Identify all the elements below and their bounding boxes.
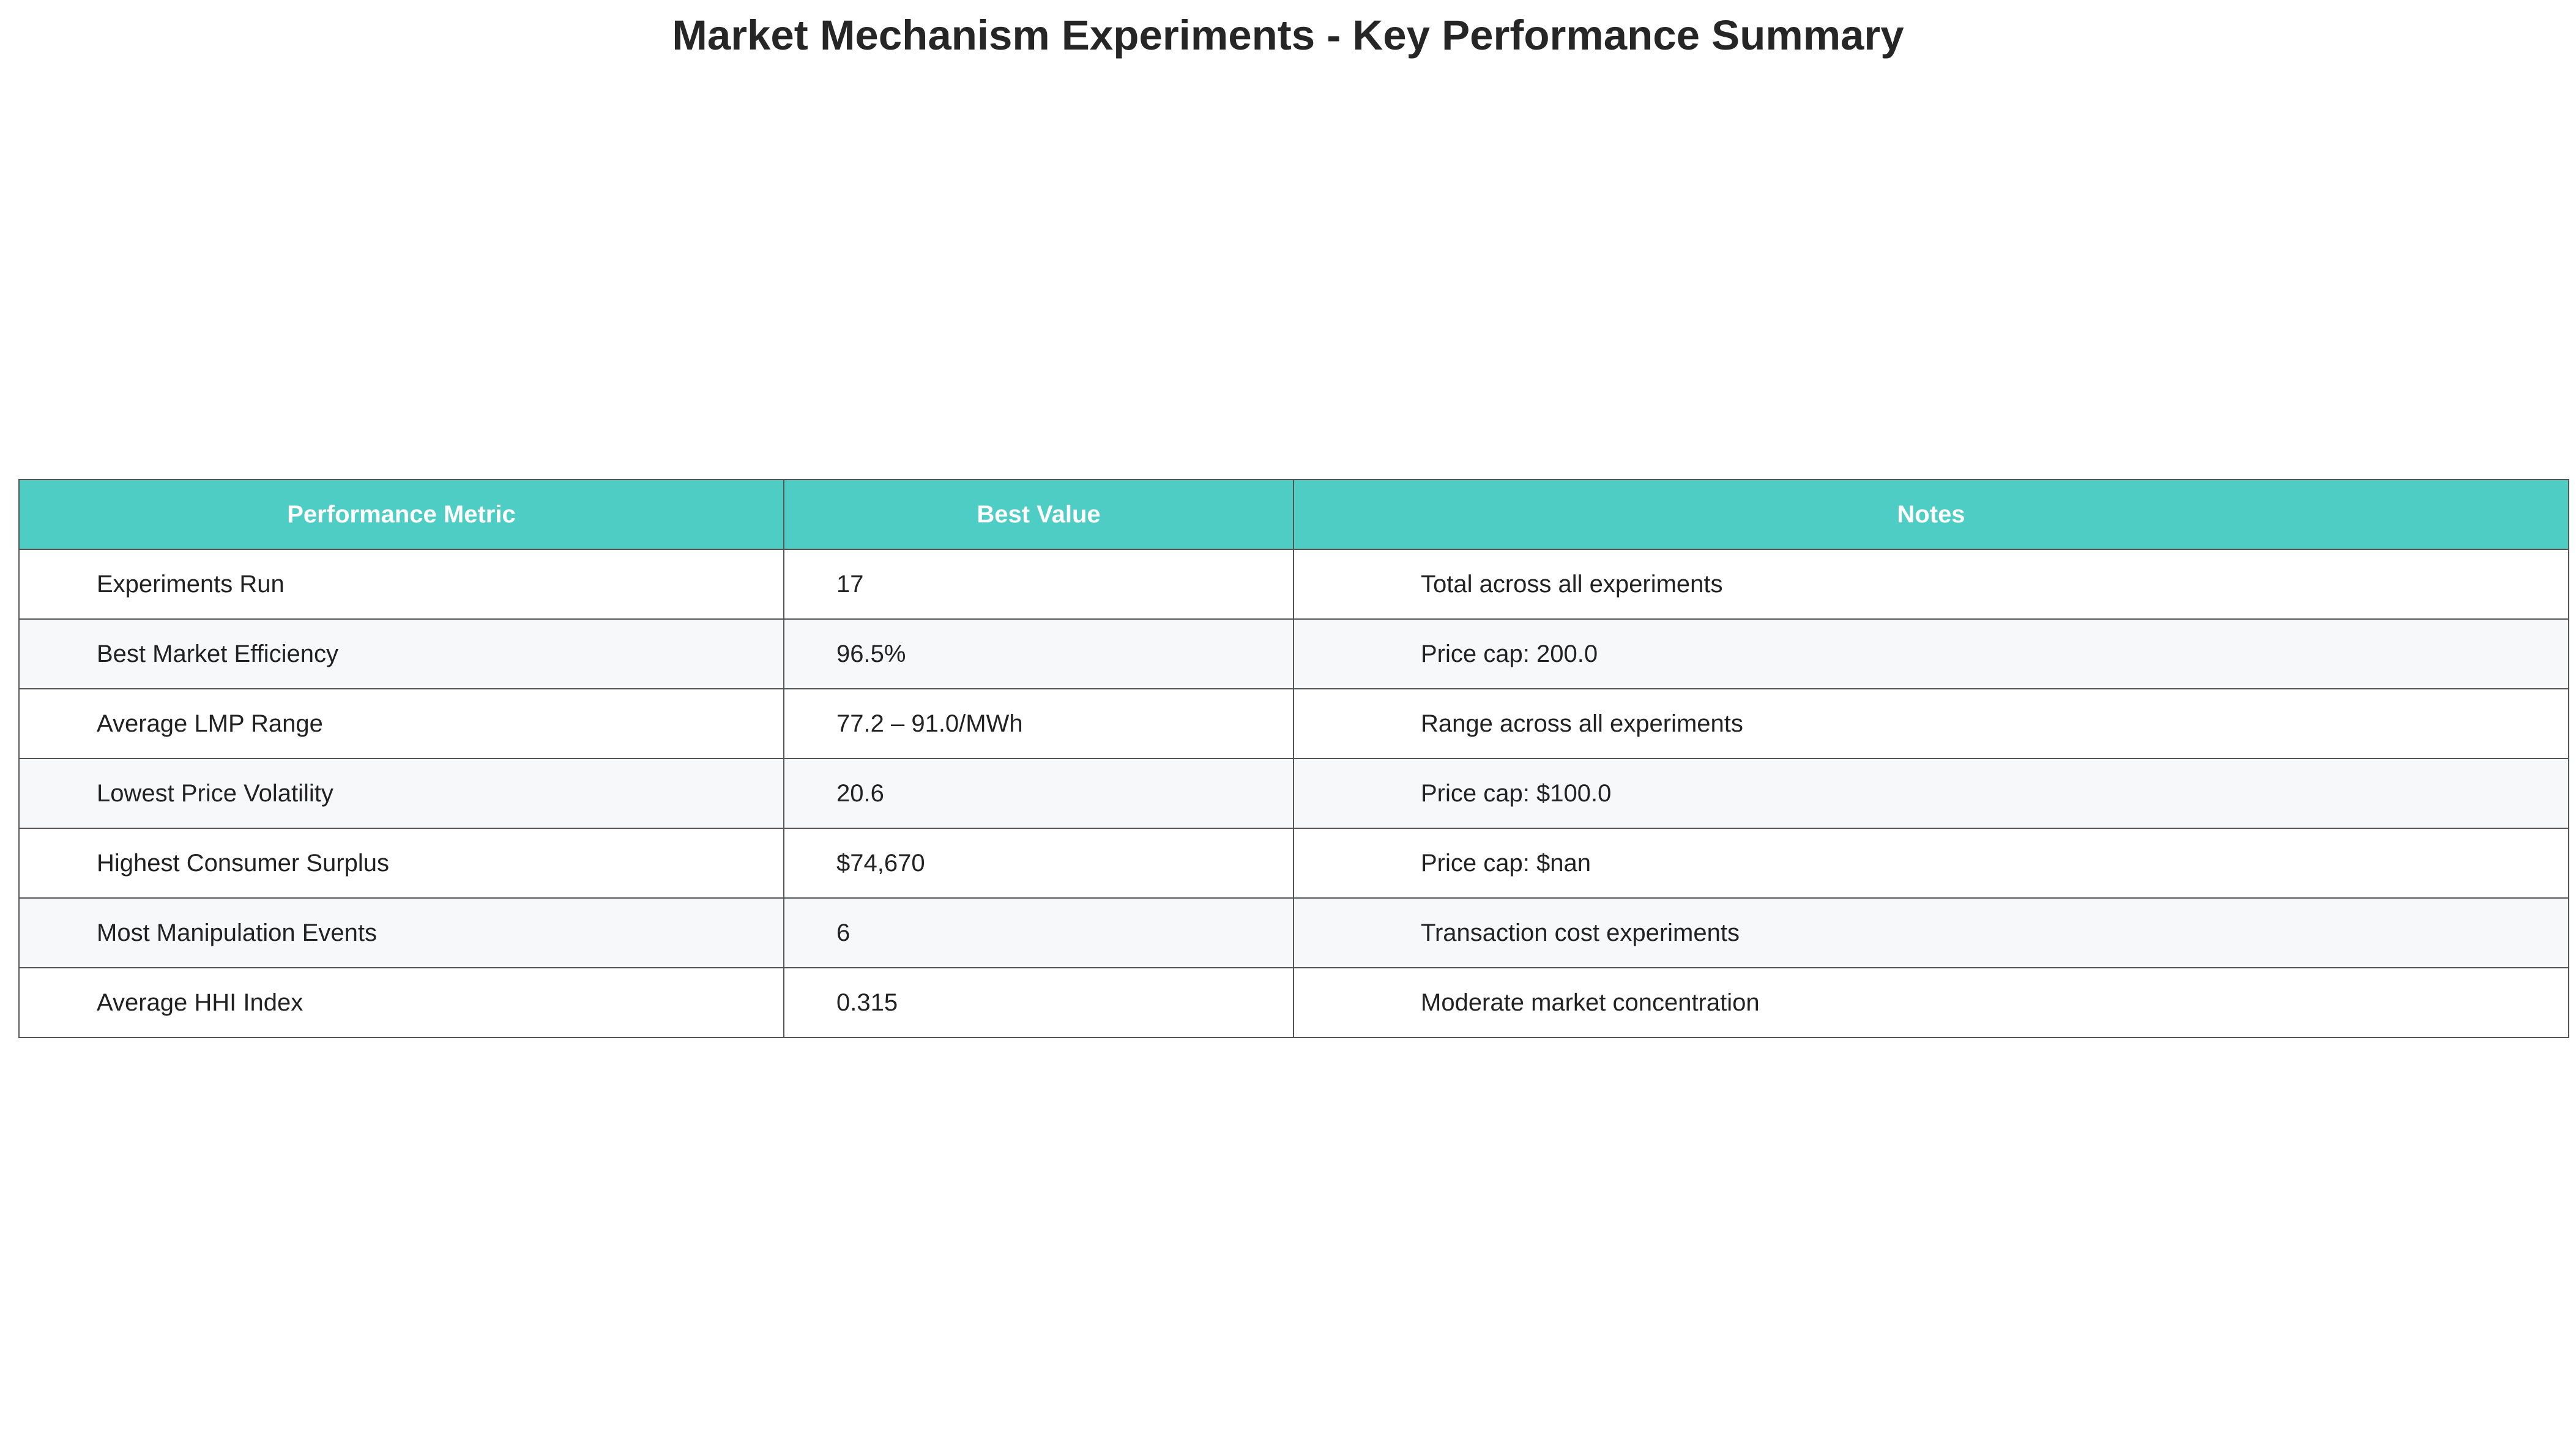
notes-cell: Moderate market concentration — [1293, 967, 2569, 1038]
value-cell: 77.2 – 91.0/MWh — [783, 688, 1294, 759]
table-row: Lowest Price Volatility 20.6 Price cap: … — [18, 758, 2569, 829]
metric-cell: Most Manipulation Events — [18, 897, 784, 968]
metric-cell: Lowest Price Volatility — [18, 758, 784, 829]
table-row: Average HHI Index 0.315 Moderate market … — [18, 967, 2569, 1038]
notes-cell: Price cap: $100.0 — [1293, 758, 2569, 829]
metric-cell: Highest Consumer Surplus — [18, 828, 784, 899]
notes-cell: Transaction cost experiments — [1293, 897, 2569, 968]
value-cell: 0.315 — [783, 967, 1294, 1038]
notes-cell: Price cap: 200.0 — [1293, 618, 2569, 689]
metric-cell: Average HHI Index — [18, 967, 784, 1038]
column-header-notes: Notes — [1293, 479, 2569, 550]
metric-cell: Best Market Efficiency — [18, 618, 784, 689]
performance-summary-table: Performance Metric Best Value Notes Expe… — [18, 479, 2569, 1038]
table-row: Best Market Efficiency 96.5% Price cap: … — [18, 618, 2569, 689]
table-row: Highest Consumer Surplus $74,670 Price c… — [18, 828, 2569, 899]
chart-title: Market Mechanism Experiments - Key Perfo… — [672, 12, 1904, 59]
column-header-performance-metric: Performance Metric — [18, 479, 784, 550]
notes-cell: Total across all experiments — [1293, 549, 2569, 620]
column-header-best-value: Best Value — [783, 479, 1294, 550]
value-cell: 96.5% — [783, 618, 1294, 689]
metric-cell: Average LMP Range — [18, 688, 784, 759]
notes-cell: Price cap: $nan — [1293, 828, 2569, 899]
metric-cell: Experiments Run — [18, 549, 784, 620]
value-cell: 20.6 — [783, 758, 1294, 829]
value-cell: 6 — [783, 897, 1294, 968]
value-cell: 17 — [783, 549, 1294, 620]
value-cell: $74,670 — [783, 828, 1294, 899]
table-row: Average LMP Range 77.2 – 91.0/MWh Range … — [18, 688, 2569, 759]
table-header-row: Performance Metric Best Value Notes — [18, 479, 2569, 550]
table-row: Most Manipulation Events 6 Transaction c… — [18, 897, 2569, 968]
table-row: Experiments Run 17 Total across all expe… — [18, 549, 2569, 620]
notes-cell: Range across all experiments — [1293, 688, 2569, 759]
